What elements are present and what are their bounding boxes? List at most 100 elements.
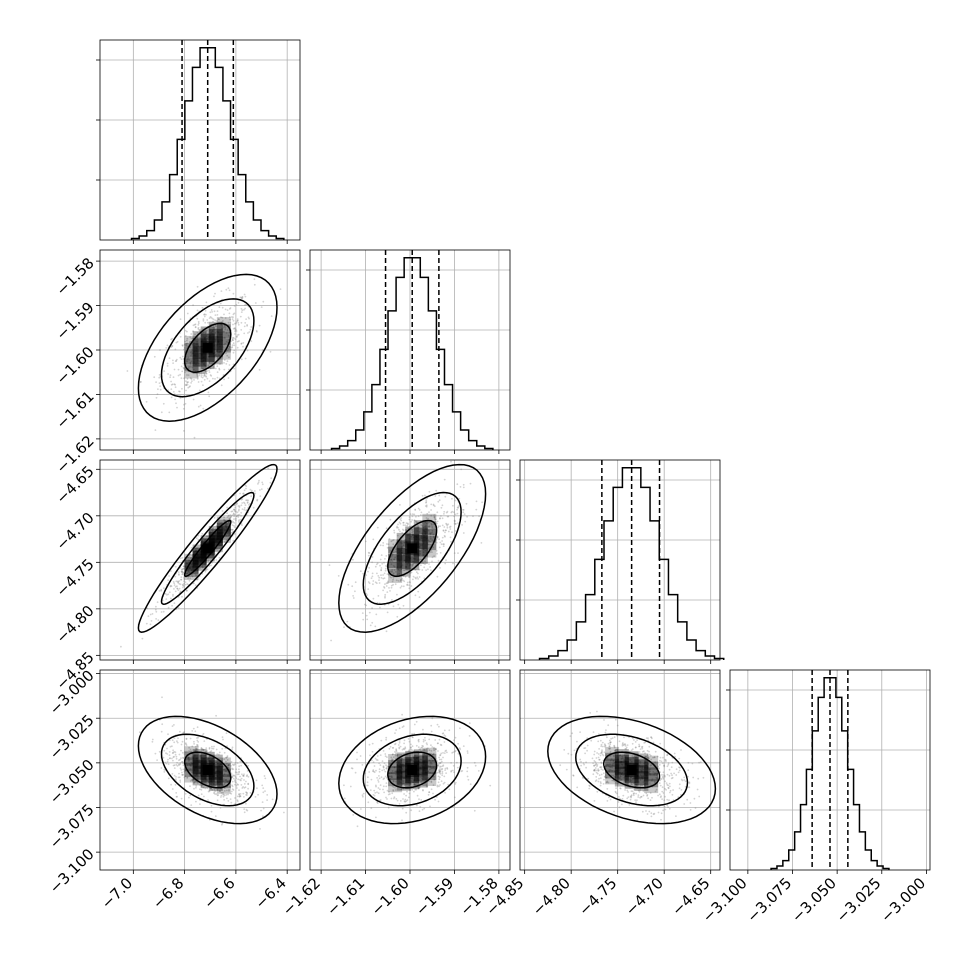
scatter-point: [438, 771, 441, 773]
scatter-point: [406, 524, 408, 527]
scatter-point: [240, 515, 243, 517]
scatter-point: [193, 351, 196, 354]
scatter-point: [181, 355, 184, 358]
scatter-point: [346, 620, 349, 623]
scatter-point: [411, 534, 414, 537]
scatter-point: [201, 354, 203, 357]
scatter-point: [412, 578, 414, 581]
scatter-point: [269, 481, 272, 484]
x-tick-label: −3.075: [743, 874, 795, 926]
scatter-point: [227, 514, 230, 517]
scatter-point: [212, 326, 214, 328]
scatter-point: [181, 568, 184, 571]
scatter-point: [233, 763, 236, 766]
scatter-point: [465, 502, 468, 505]
scatter-point: [411, 565, 413, 568]
scatter-point: [378, 582, 381, 584]
scatter-point: [174, 753, 177, 756]
scatter-point: [243, 779, 245, 781]
scatter-point: [386, 543, 388, 545]
scatter-point: [194, 564, 197, 567]
scatter-point: [424, 557, 427, 560]
scatter-point: [182, 585, 185, 588]
scatter-point: [619, 787, 621, 789]
scatter-point: [218, 536, 221, 539]
scatter-point: [468, 735, 471, 737]
scatter-point: [238, 340, 240, 342]
scatter-point: [389, 745, 392, 748]
scatter-point: [188, 341, 191, 344]
scatter-point: [218, 343, 221, 345]
scatter-point: [444, 562, 447, 565]
scatter-point: [186, 378, 189, 380]
scatter-point: [398, 572, 401, 575]
scatter-point: [214, 378, 216, 380]
scatter-point: [671, 774, 673, 777]
scatter-point: [430, 730, 433, 733]
scatter-point: [183, 377, 185, 380]
scatter-point: [451, 497, 453, 500]
scatter-point: [689, 809, 692, 811]
scatter-point: [173, 588, 175, 590]
scatter-point: [689, 802, 692, 804]
scatter-point: [383, 791, 385, 794]
scatter-point: [670, 766, 673, 769]
scatter-point: [223, 336, 226, 339]
scatter-point: [376, 777, 378, 779]
scatter-point: [156, 759, 158, 761]
scatter-point: [204, 570, 207, 573]
scatter-point: [196, 561, 199, 563]
scatter-point: [457, 742, 459, 745]
scatter-point: [226, 512, 228, 515]
scatter-point: [187, 559, 190, 562]
scatter-point: [596, 769, 598, 772]
scatter-point: [415, 577, 417, 580]
scatter-point: [198, 567, 201, 570]
scatter-point: [176, 741, 179, 744]
scatter-point: [368, 771, 371, 773]
scatter-point: [639, 796, 641, 799]
scatter-point: [214, 367, 217, 370]
scatter-point: [244, 357, 247, 360]
scatter-point: [185, 573, 187, 576]
scatter-point: [474, 764, 477, 767]
scatter-point: [223, 362, 225, 364]
scatter-point: [197, 555, 200, 557]
scatter-point: [406, 799, 409, 801]
scatter-point: [594, 780, 597, 783]
scatter-point: [236, 800, 239, 803]
scatter-point: [404, 798, 407, 801]
scatter-point: [373, 771, 376, 774]
scatter-point: [191, 366, 194, 369]
scatter-point: [411, 519, 413, 521]
scatter-point: [184, 368, 187, 371]
scatter-point: [234, 517, 237, 520]
scatter-point: [226, 309, 229, 311]
scatter-point: [403, 793, 405, 795]
scatter-point: [261, 784, 264, 787]
scatter-point: [367, 551, 370, 554]
scatter-point: [587, 777, 590, 780]
scatter-point: [160, 767, 163, 769]
scatter-point: [372, 769, 375, 771]
scatter-point: [173, 737, 176, 739]
scatter-point: [439, 552, 442, 554]
scatter-point: [595, 776, 598, 778]
scatter-point: [216, 336, 219, 338]
scatter-point: [600, 745, 603, 748]
scatter-point: [238, 793, 241, 796]
scatter-point: [597, 740, 600, 743]
scatter-point: [232, 327, 235, 330]
scatter-point: [189, 362, 192, 364]
scatter-point: [385, 527, 388, 530]
scatter-point: [242, 342, 245, 344]
scatter-point: [466, 766, 469, 769]
scatter-point: [193, 360, 195, 363]
scatter-point: [141, 637, 144, 640]
scatter-point: [188, 570, 190, 573]
scatter-point: [191, 380, 193, 382]
scatter-point: [456, 766, 459, 769]
scatter-point: [248, 317, 251, 320]
scatter-point: [194, 326, 197, 329]
scatter-point: [235, 328, 237, 331]
